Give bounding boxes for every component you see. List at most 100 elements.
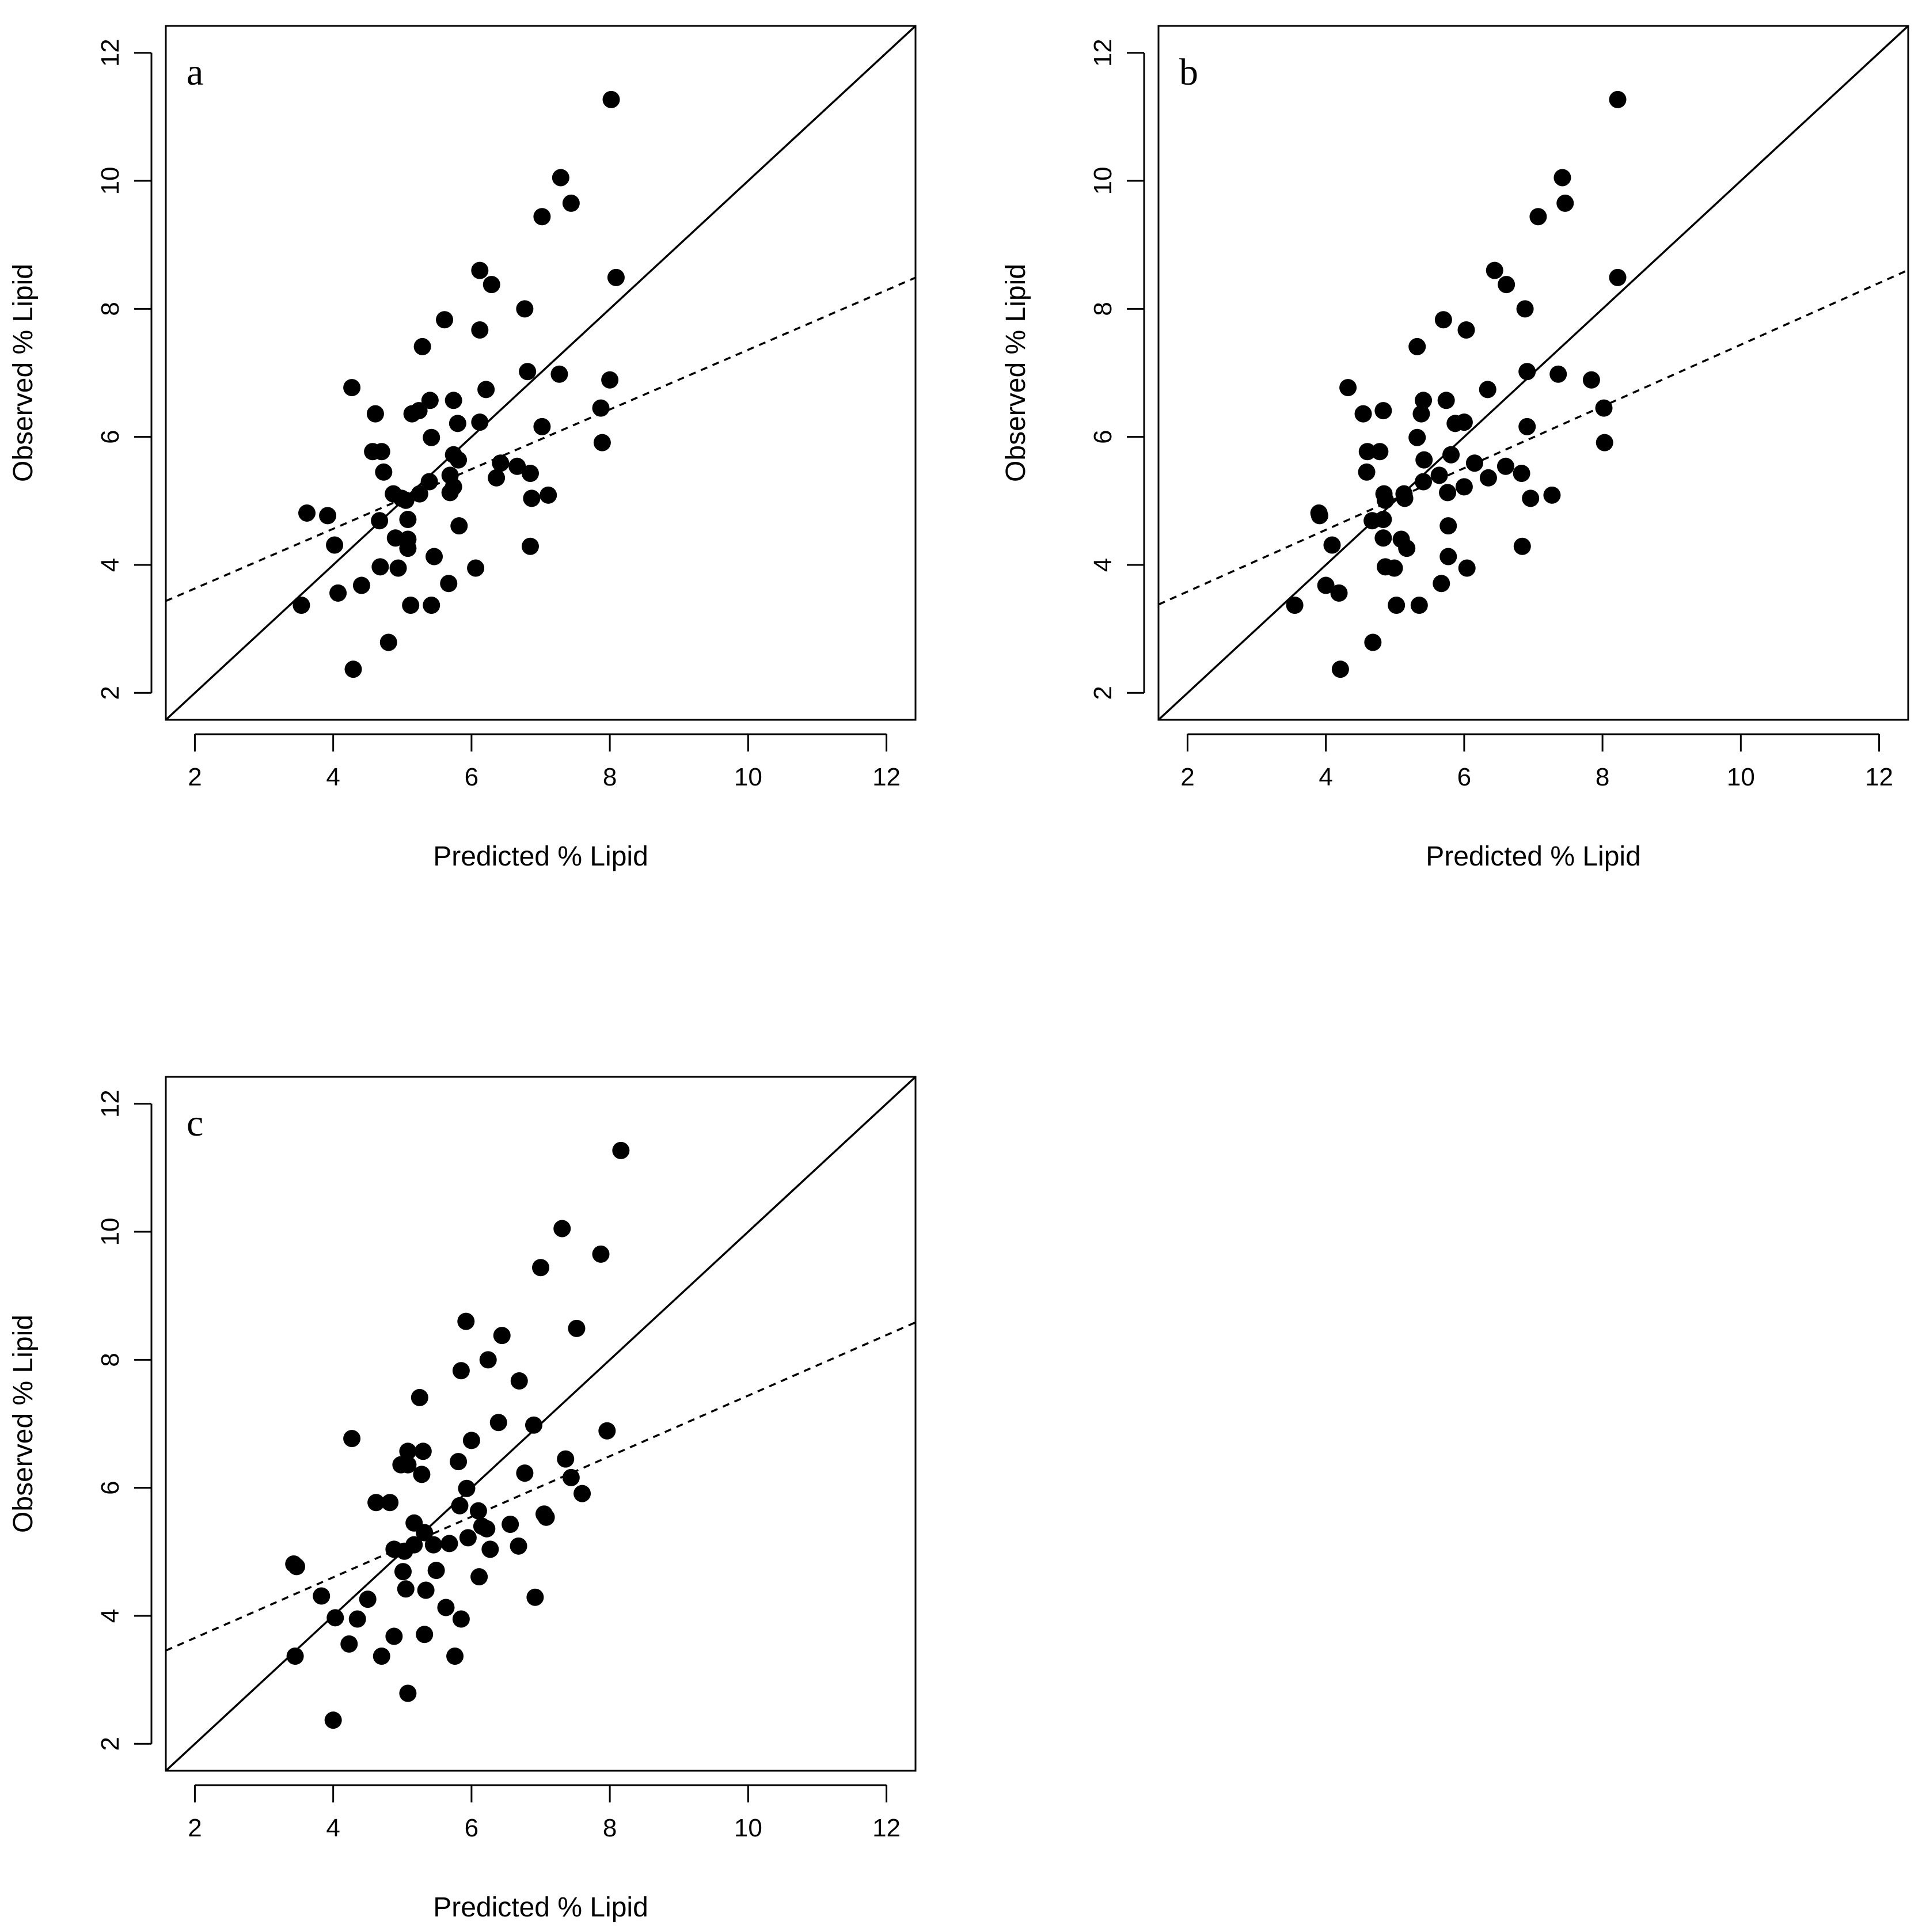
scatter-panel-a: 2 4 6 8 10 12 2 4 6 8 10 12 Predicted % Lipid Observe… [8, 25, 917, 872]
data-point [421, 392, 439, 409]
data-point [1458, 559, 1476, 577]
data-point [525, 1416, 542, 1434]
data-point [519, 363, 537, 381]
data-point [1609, 268, 1627, 286]
data-point [1479, 469, 1497, 487]
data-point [469, 1502, 487, 1520]
data-point [329, 584, 347, 602]
data-point [371, 512, 389, 530]
data-point [540, 486, 557, 504]
data-point [366, 405, 384, 423]
data-point [381, 1494, 399, 1512]
data-point [467, 559, 485, 577]
data-point [1529, 208, 1547, 226]
data-point [385, 1627, 403, 1645]
data-point [399, 1684, 417, 1702]
data-point [450, 517, 468, 535]
data-point [526, 1588, 544, 1606]
data-point [523, 489, 541, 507]
data-point [1549, 365, 1567, 383]
data-point [562, 1468, 580, 1486]
data-point [1408, 428, 1426, 446]
plot-frame [165, 1076, 917, 1772]
data-point [343, 1430, 361, 1448]
data-point [488, 469, 506, 487]
data-point [1437, 392, 1455, 409]
data-point [1439, 484, 1457, 502]
data-point [457, 1312, 475, 1330]
x-axis-title: Predicted % Lipid [433, 1892, 648, 1923]
data-point [471, 261, 489, 279]
data-point [375, 463, 393, 481]
data-point [293, 597, 310, 614]
data-point [397, 491, 415, 509]
data-point [612, 1141, 630, 1159]
data-point [414, 1443, 432, 1460]
data-point [458, 1479, 476, 1497]
data-point [1415, 392, 1433, 409]
data-point [1446, 415, 1464, 432]
data-point [344, 661, 362, 678]
data-point [348, 1610, 366, 1628]
data-point [326, 1609, 344, 1627]
data-point [324, 1711, 342, 1729]
y-tick-label: 6 [96, 1481, 124, 1494]
x-tick-label: 10 [734, 763, 762, 791]
data-point [1358, 443, 1376, 461]
data-point [1516, 300, 1534, 318]
y-axis-title: Observed % Lipid [8, 1315, 39, 1533]
data-point [359, 1591, 377, 1608]
data-point [1358, 463, 1376, 481]
data-point [1465, 454, 1483, 472]
data-point [423, 428, 440, 446]
data-point [510, 1372, 528, 1390]
x-tick-label: 4 [1319, 763, 1332, 791]
data-point [352, 576, 370, 594]
data-point [1374, 529, 1392, 547]
identity-line [166, 26, 916, 720]
x-tick-label: 8 [603, 1814, 617, 1842]
data-point [510, 1537, 527, 1555]
data-point [1609, 90, 1627, 108]
data-point [426, 548, 443, 565]
data-point [399, 540, 417, 557]
data-point [450, 451, 468, 469]
data-point [386, 529, 404, 547]
x-tick-label: 8 [1596, 763, 1609, 791]
data-point [1479, 381, 1496, 398]
data-point [552, 169, 569, 187]
data-point [399, 511, 417, 529]
data-point [598, 1422, 616, 1440]
data-point [478, 1520, 496, 1538]
data-point [532, 1259, 549, 1277]
data-point [553, 1220, 571, 1238]
data-point [1442, 446, 1460, 464]
data-point [470, 1568, 488, 1586]
data-point [373, 443, 390, 461]
data-point [1374, 402, 1392, 420]
data-point [1457, 321, 1475, 339]
data-point [1455, 478, 1473, 496]
data-point [1595, 399, 1613, 417]
data-point [449, 415, 466, 432]
y-tick-label: 8 [1089, 302, 1117, 316]
data-point [340, 1635, 358, 1653]
data-point [399, 1443, 417, 1460]
data-point [479, 1351, 497, 1369]
data-point [573, 1485, 591, 1502]
data-point [550, 365, 568, 383]
data-point [1286, 597, 1304, 614]
data-point [1496, 457, 1514, 475]
data-point [602, 90, 620, 108]
data-point [411, 1388, 428, 1406]
data-point [562, 194, 580, 212]
data-point [502, 1516, 519, 1534]
y-tick-label: 6 [1089, 430, 1117, 443]
y-tick-label: 6 [96, 430, 124, 443]
data-point [450, 1453, 468, 1471]
data-point [537, 1508, 555, 1526]
data-point [451, 1497, 469, 1515]
y-axis-title: Observed % Lipid [1001, 264, 1031, 482]
data-point [1398, 540, 1416, 557]
reference-lines [166, 26, 916, 720]
